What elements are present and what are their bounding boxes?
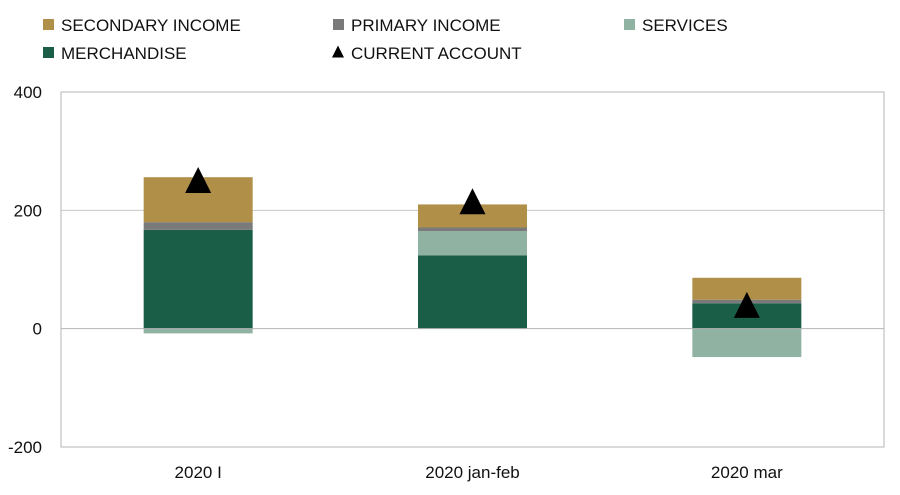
bar-merchandise-2020-i (143, 229, 253, 329)
legend-label-services: SERVICES (642, 16, 728, 35)
legend-item-services: SERVICES (624, 16, 728, 35)
legend-item-primary-income: PRIMARY INCOME (333, 16, 501, 35)
x-tick-label-2020-mar: 2020 mar (711, 463, 783, 482)
bar-merchandise-2020-jan-feb (418, 255, 527, 329)
bar-primary-income-2020-jan-feb (418, 227, 527, 232)
plot-frame (60, 91, 885, 448)
bar-services-2020-i (143, 328, 253, 334)
legend-swatch-primary-income (333, 19, 344, 30)
bar-services-2020-jan-feb (418, 231, 527, 256)
legend-label-secondary-income: SECONDARY INCOME (61, 16, 241, 35)
bar-services-2020-mar (692, 328, 802, 358)
bar-secondary-income-2020-jan-feb (418, 204, 527, 228)
current-account-markers (185, 166, 760, 318)
legend-swatch-current-account (332, 45, 344, 58)
y-tick-label-200: -200 (8, 438, 42, 457)
y-tick-label-0: 0 (33, 320, 42, 339)
marker-current-account-2020-jan-feb (459, 188, 486, 215)
y-tick-label-400: 400 (14, 83, 42, 102)
legend-item-merchandise: MERCHANDISE (43, 44, 187, 63)
marker-current-account-2020-i (185, 166, 212, 193)
x-tick-label-2020-jan-feb: 2020 jan-feb (425, 463, 520, 482)
legend-swatch-secondary-income (43, 19, 54, 30)
x-tick-label-2020-i: 2020 I (175, 463, 222, 482)
legend-swatch-services (624, 19, 635, 30)
legend-label-merchandise: MERCHANDISE (61, 44, 187, 63)
legend-swatch-merchandise (43, 47, 54, 58)
y-axis: 400 200 0 -200 (8, 83, 42, 457)
bar-primary-income-2020-i (143, 222, 253, 230)
legend-label-current-account: CURRENT ACCOUNT (351, 44, 522, 63)
y-tick-label-200: 200 (14, 201, 42, 220)
legend-label-primary-income: PRIMARY INCOME (351, 16, 501, 35)
legend-item-current-account: CURRENT ACCOUNT (332, 44, 522, 63)
legend-item-secondary-income: SECONDARY INCOME (43, 16, 241, 35)
legend: SECONDARY INCOME PRIMARY INCOME SERVICES ME… (43, 16, 728, 63)
bar-secondary-income-2020-mar (692, 277, 802, 300)
x-axis: 2020 I 2020 jan-feb 2020 mar (175, 463, 784, 482)
marker-current-account-2020-mar (733, 291, 760, 318)
